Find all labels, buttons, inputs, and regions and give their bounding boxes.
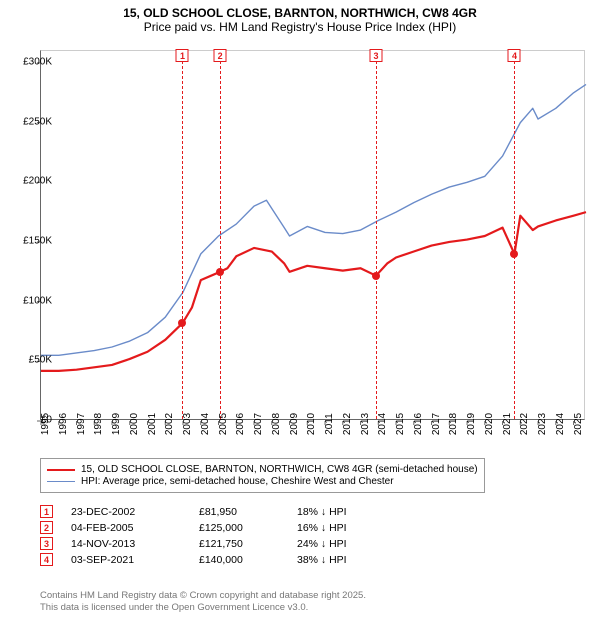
x-axis-tick-label: 2021 (502, 413, 513, 435)
series-price_paid (41, 212, 586, 371)
transaction-price: £81,950 (199, 506, 279, 518)
x-axis-tick-label: 2007 (253, 413, 264, 435)
legend-item: 15, OLD SCHOOL CLOSE, BARNTON, NORTHWICH… (47, 464, 478, 475)
x-axis-tick-label: 1997 (76, 413, 87, 435)
legend-label: 15, OLD SCHOOL CLOSE, BARNTON, NORTHWICH… (81, 464, 478, 475)
title-address: 15, OLD SCHOOL CLOSE, BARNTON, NORTHWICH… (0, 6, 600, 20)
sale-marker-line (220, 51, 221, 419)
legend-swatch (47, 481, 75, 482)
chart-svg (41, 51, 584, 419)
x-axis-tick-label: 2025 (573, 413, 584, 435)
x-axis-tick-label: 1999 (111, 413, 122, 435)
x-axis-tick-label: 2014 (377, 413, 388, 435)
x-axis-tick-label: 2010 (306, 413, 317, 435)
x-axis-tick-label: 1998 (93, 413, 104, 435)
transaction-row: 2 04-FEB-2005 £125,000 16% ↓ HPI (40, 521, 377, 534)
sale-marker-line (182, 51, 183, 419)
y-axis-tick-label: £300K (23, 56, 52, 67)
x-axis-tick-label: 2000 (129, 413, 140, 435)
sale-marker-line (514, 51, 515, 419)
transaction-row: 4 03-SEP-2021 £140,000 38% ↓ HPI (40, 553, 377, 566)
x-axis-tick-label: 2011 (324, 413, 335, 435)
sale-marker-dot (510, 250, 518, 258)
x-axis-tick-label: 2022 (519, 413, 530, 435)
x-axis-tick-label: 2023 (537, 413, 548, 435)
transaction-pct-vs-hpi: 24% ↓ HPI (297, 538, 377, 550)
y-axis-tick-label: £50K (29, 355, 52, 366)
sale-marker-dot (372, 272, 380, 280)
x-axis-tick-label: 2015 (395, 413, 406, 435)
sale-marker-label: 1 (176, 49, 189, 62)
transaction-price: £121,750 (199, 538, 279, 550)
x-axis-tick-label: 1996 (58, 413, 69, 435)
x-axis-tick-label: 2012 (342, 413, 353, 435)
transaction-marker: 2 (40, 521, 53, 534)
x-axis-tick-label: 2008 (271, 413, 282, 435)
y-axis-tick-label: £250K (23, 116, 52, 127)
transaction-marker: 1 (40, 505, 53, 518)
legend-swatch (47, 469, 75, 471)
y-axis-tick-label: £150K (23, 235, 52, 246)
x-axis-tick-label: 2003 (182, 413, 193, 435)
transaction-row: 1 23-DEC-2002 £81,950 18% ↓ HPI (40, 505, 377, 518)
footer-line-2: This data is licensed under the Open Gov… (40, 602, 366, 614)
transaction-marker: 3 (40, 537, 53, 550)
transaction-marker: 4 (40, 553, 53, 566)
sale-marker-line (376, 51, 377, 419)
transaction-date: 23-DEC-2002 (71, 506, 181, 518)
transaction-pct-vs-hpi: 38% ↓ HPI (297, 554, 377, 566)
transaction-date: 03-SEP-2021 (71, 554, 181, 566)
transaction-price: £140,000 (199, 554, 279, 566)
title-block: 15, OLD SCHOOL CLOSE, BARNTON, NORTHWICH… (0, 0, 600, 34)
y-axis-tick-label: £200K (23, 176, 52, 187)
x-axis-tick-label: 2001 (147, 413, 158, 435)
x-axis-tick-label: 2019 (466, 413, 477, 435)
x-axis-tick-label: 2005 (218, 413, 229, 435)
transaction-table: 1 23-DEC-2002 £81,950 18% ↓ HPI 2 04-FEB-2005… (40, 502, 377, 569)
series-hpi (41, 84, 586, 355)
chart-plot-area: 1 2 3 4 (40, 50, 585, 420)
x-axis-tick-label: 2020 (484, 413, 495, 435)
transaction-pct-vs-hpi: 18% ↓ HPI (297, 506, 377, 518)
y-axis-tick-label: £100K (23, 295, 52, 306)
transaction-date: 04-FEB-2005 (71, 522, 181, 534)
x-axis-tick-label: 2013 (360, 413, 371, 435)
x-axis-tick-label: 2004 (200, 413, 211, 435)
x-axis-tick-label: 2016 (413, 413, 424, 435)
legend: 15, OLD SCHOOL CLOSE, BARNTON, NORTHWICH… (40, 458, 485, 493)
x-axis-tick-label: 2018 (448, 413, 459, 435)
sale-marker-dot (178, 319, 186, 327)
x-axis-tick-label: 2009 (289, 413, 300, 435)
transaction-date: 14-NOV-2013 (71, 538, 181, 550)
transaction-pct-vs-hpi: 16% ↓ HPI (297, 522, 377, 534)
sale-marker-label: 2 (214, 49, 227, 62)
legend-item: HPI: Average price, semi-detached house,… (47, 476, 478, 487)
footer-line-1: Contains HM Land Registry data © Crown c… (40, 590, 366, 602)
title-subtitle: Price paid vs. HM Land Registry's House … (0, 20, 600, 34)
attribution-footer: Contains HM Land Registry data © Crown c… (40, 590, 366, 614)
sale-marker-dot (216, 268, 224, 276)
x-axis-tick-label: 2024 (555, 413, 566, 435)
x-axis-tick-label: 1995 (40, 413, 51, 435)
x-axis-tick-label: 2006 (235, 413, 246, 435)
transaction-row: 3 14-NOV-2013 £121,750 24% ↓ HPI (40, 537, 377, 550)
x-axis-tick-label: 2017 (431, 413, 442, 435)
sale-marker-label: 3 (369, 49, 382, 62)
chart-container: 15, OLD SCHOOL CLOSE, BARNTON, NORTHWICH… (0, 0, 600, 620)
x-axis-tick-label: 2002 (164, 413, 175, 435)
legend-label: HPI: Average price, semi-detached house,… (81, 476, 394, 487)
sale-marker-label: 4 (508, 49, 521, 62)
transaction-price: £125,000 (199, 522, 279, 534)
